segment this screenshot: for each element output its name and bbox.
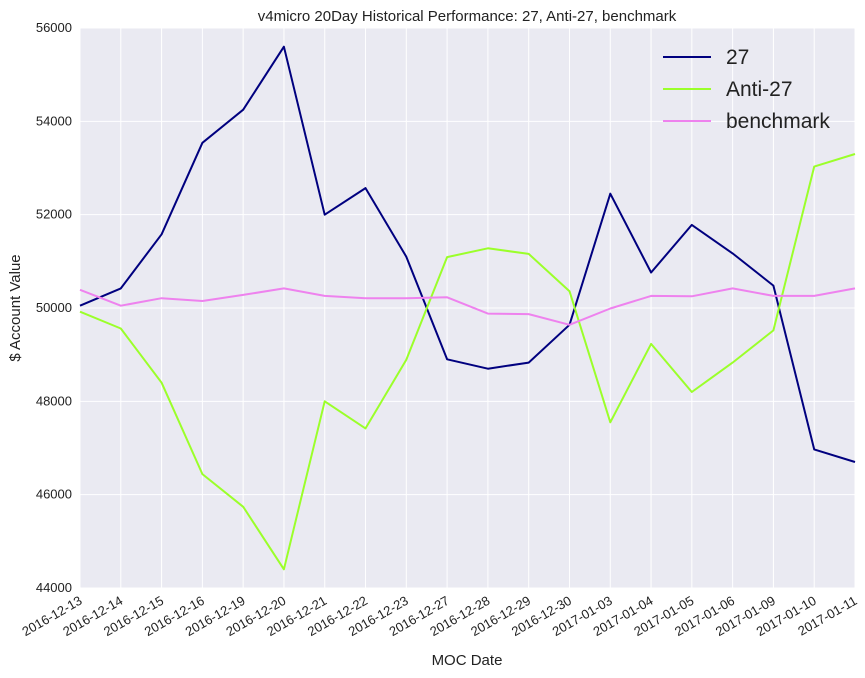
legend-label: 27 — [726, 46, 749, 69]
y-tick-label: 50000 — [36, 300, 72, 315]
series-line-anti-27 — [79, 153, 856, 571]
legend: 27 Anti-27 benchmark — [663, 46, 830, 133]
x-axis-label: MOC Date — [432, 652, 503, 669]
y-tick-label: 48000 — [36, 393, 72, 408]
y-tick-label: 46000 — [36, 487, 72, 502]
legend-label: benchmark — [726, 110, 830, 133]
grid-lines — [79, 27, 856, 589]
y-tick-label: 52000 — [36, 207, 72, 222]
legend-label: Anti-27 — [726, 78, 793, 101]
chart-title: v4micro 20Day Historical Performance: 27… — [258, 8, 677, 25]
series-lines — [79, 45, 856, 571]
y-tick-label: 54000 — [36, 113, 72, 128]
series-line-benchmark — [79, 287, 856, 326]
series-line-27 — [79, 45, 856, 463]
x-tick-labels: 2016-12-132016-12-142016-12-152016-12-16… — [19, 593, 859, 639]
y-tick-label: 44000 — [36, 580, 72, 595]
y-tick-labels: 44000 46000 48000 50000 52000 54000 56000 — [36, 20, 72, 595]
y-axis-label: $ Account Value — [7, 254, 24, 361]
y-tick-label: 56000 — [36, 20, 72, 35]
